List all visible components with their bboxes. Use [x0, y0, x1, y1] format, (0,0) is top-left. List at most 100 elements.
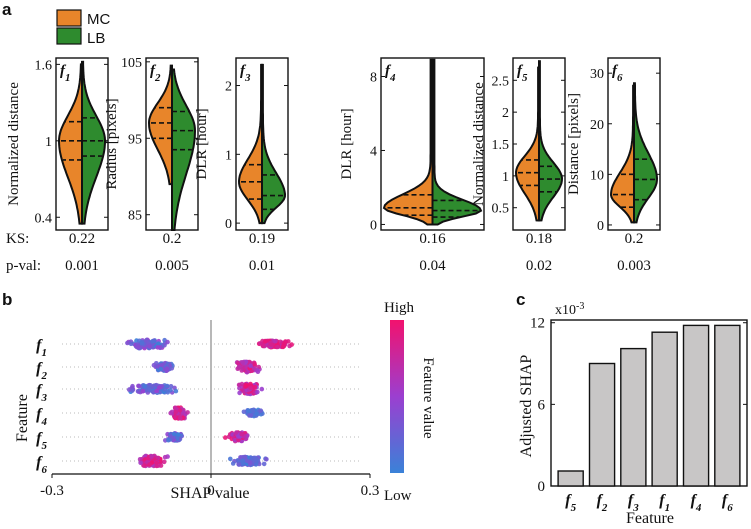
beeswarm-point [138, 460, 143, 466]
violin-ylabel-2: Radius [pixels] [104, 98, 120, 189]
colorbar-low-label: Low [384, 488, 412, 504]
beeswarm-point [238, 455, 243, 460]
bar-category-label-3: f3 [628, 492, 639, 514]
beeswarm-feature-label-6-base: f [36, 454, 43, 471]
violin-ytick-label-3-3: 2 [225, 80, 232, 95]
bar-category-label-5-sub: 4 [695, 502, 702, 514]
violin-ytick-label-4-1: 0 [370, 218, 377, 233]
beeswarm-point [173, 409, 179, 415]
beeswarm-point [147, 387, 152, 393]
violin-ylabel-5: Normalized distance [471, 82, 487, 206]
violin-ytick-label-6-4: 30 [590, 67, 604, 82]
beeswarm-point [142, 383, 147, 389]
beeswarm-point [128, 341, 134, 347]
violin-lb-half-5 [538, 60, 564, 222]
violin-ytick-label-1-1: 0.4 [35, 211, 53, 226]
beeswarm-point [252, 384, 258, 390]
c-scale-base: x10 [555, 303, 576, 318]
ks-value-4: 0.16 [419, 231, 446, 247]
violin-ytick-label-4-3: 8 [370, 70, 377, 85]
violin-feature-label-5-sub: 5 [522, 72, 528, 84]
c-axes [550, 319, 748, 487]
violin-axes-3 [235, 57, 289, 231]
bar-5 [682, 324, 710, 487]
c-ytick-label-3: 12 [530, 316, 545, 332]
beeswarm-point [162, 454, 168, 460]
beeswarm-point [126, 387, 132, 392]
beeswarm-feature-label-6-sub: 6 [42, 464, 48, 476]
beeswarm-point [149, 454, 154, 459]
violin-ytick-label-2-1: 85 [128, 209, 142, 224]
beeswarm-point [159, 363, 164, 368]
violin-ytick-label-5-1: 0.5 [492, 202, 510, 217]
legend-lb-label: LB [87, 30, 105, 47]
beeswarm-point [223, 435, 228, 440]
beeswarm-feature-label-2-base: f [36, 360, 43, 377]
beeswarm-point [261, 461, 267, 467]
c-ylabel: Adjusted SHAP [518, 355, 535, 458]
violin-mc-half-1 [57, 63, 83, 225]
ks-value-2: 0.2 [163, 231, 182, 247]
violin-subplot-2: 85 95 105 Radius [pixels] f2 0.2 0.005 [104, 56, 199, 274]
beeswarm-point [125, 340, 130, 346]
beeswarm-point [164, 383, 170, 389]
beeswarm-feature-label-2: f2 [36, 360, 47, 382]
beeswarm-point [263, 339, 268, 344]
beeswarm-point [156, 385, 162, 390]
beeswarm-point [234, 430, 239, 435]
ks-value-1: 0.22 [69, 231, 95, 247]
beeswarm-point [255, 389, 260, 395]
b-xtick-label-1: -0.3 [40, 483, 64, 499]
violin-axes-6 [607, 57, 661, 231]
violin-ytick-label-1-2: 1 [45, 135, 52, 150]
beeswarm-point [258, 408, 264, 414]
panel-a-letter: a [2, 0, 12, 19]
c-ytick-label-1: 0 [538, 479, 546, 495]
pval-value-5: 0.02 [526, 258, 552, 274]
legend-mc-label: MC [87, 11, 110, 28]
bar-category-label-1-sub: 5 [571, 502, 577, 514]
beeswarm-feature-label-2-sub: 2 [41, 370, 48, 382]
b-ylabel: Feature [14, 394, 31, 442]
bar-category-label-3-base: f [628, 492, 635, 509]
violin-ylabel-1: Normalized distance [6, 82, 22, 206]
beeswarm-row-5: f5 [36, 430, 360, 452]
beeswarm-point [237, 364, 242, 370]
beeswarm-point [135, 345, 141, 350]
beeswarm-point [257, 341, 263, 346]
violin-mc-half-6 [609, 84, 635, 224]
pval-value-2: 0.005 [155, 258, 189, 274]
beeswarm-point [247, 413, 252, 418]
violin-feature-label-5: f5 [517, 63, 528, 84]
beeswarm-point [147, 344, 152, 349]
colorbar [390, 320, 404, 473]
colorbar-title: Feature value [420, 357, 436, 439]
beeswarm-point [239, 431, 244, 437]
bar-category-label-4-sub: 1 [665, 502, 671, 514]
violin-ytick-label-4-2: 4 [370, 144, 377, 159]
violin-feature-label-3: f3 [240, 63, 251, 84]
violin-lb-half-1 [81, 60, 106, 225]
beeswarm-point [144, 337, 149, 343]
beeswarm-feature-label-4-sub: 4 [41, 416, 48, 428]
beeswarm-point [289, 342, 295, 347]
violin-ytick-label-3-2: 1 [225, 148, 232, 163]
bar-category-label-4-base: f [659, 492, 666, 509]
pval-value-1: 0.001 [65, 258, 99, 274]
violin-feature-label-2: f2 [150, 63, 161, 84]
beeswarm-point [150, 339, 155, 344]
beeswarm-point [165, 339, 170, 345]
violin-ytick-label-1-3: 1.6 [35, 58, 53, 73]
violin-lb-half-4 [431, 58, 483, 226]
beeswarm-point [162, 387, 167, 392]
violin-ytick-label-5-2: 1 [502, 170, 509, 185]
beeswarm-point [145, 456, 151, 462]
violin-feature-label-3-base: f [240, 63, 247, 79]
beeswarm-feature-label-1: f1 [36, 337, 47, 359]
beeswarm-point [240, 360, 246, 365]
beeswarm-point [236, 437, 241, 443]
